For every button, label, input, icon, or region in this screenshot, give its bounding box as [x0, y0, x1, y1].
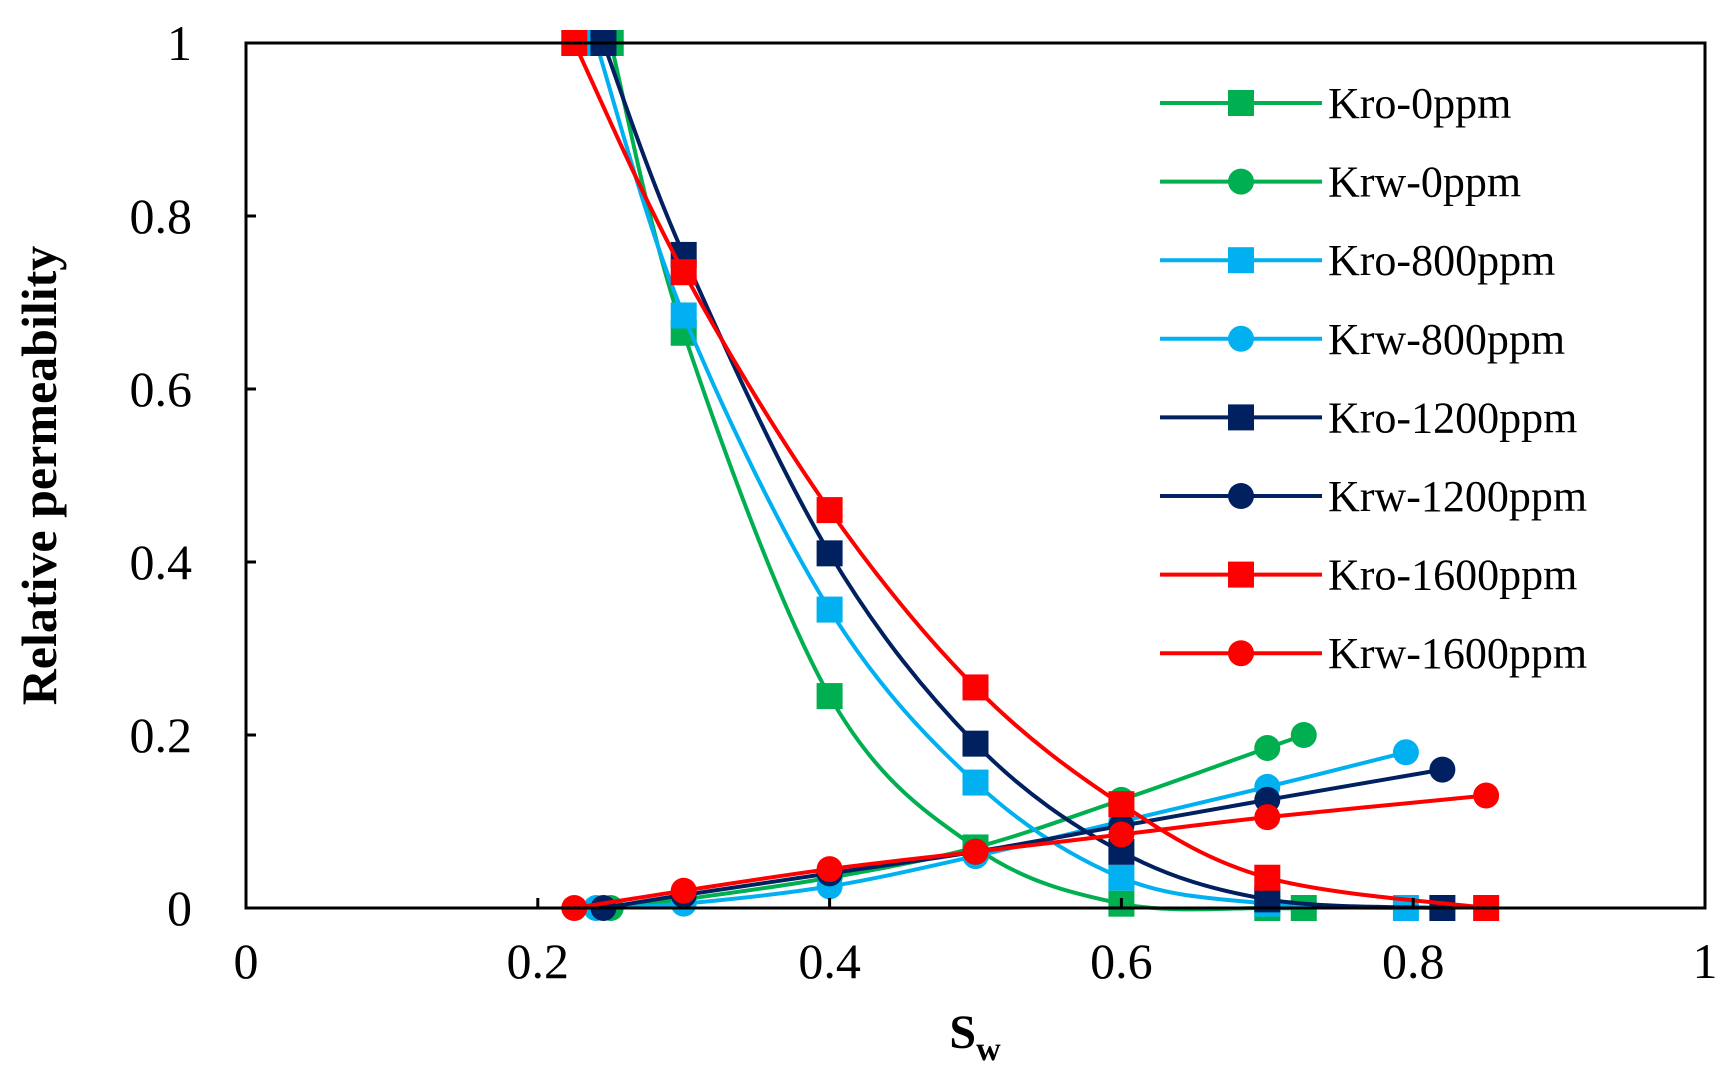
x-tick-label: 0.4 [798, 933, 861, 989]
legend-item-krw-0ppm: Krw-0ppm [1160, 158, 1521, 207]
data-point-kro-800ppm [816, 596, 843, 623]
series-kro-800ppm [583, 30, 1419, 921]
legend-marker [1228, 247, 1254, 274]
data-point-krw-1200ppm [1429, 756, 1456, 783]
data-point-krw-0ppm [1254, 734, 1281, 761]
legend-marker [1228, 640, 1254, 667]
legend-item-kro-1200ppm: Kro-1200ppm [1160, 393, 1577, 442]
legend-label: Kro-0ppm [1328, 79, 1511, 128]
x-tick-label: 1 [1693, 933, 1718, 989]
x-tick-label: 0.2 [507, 933, 570, 989]
series-layer [561, 30, 1500, 921]
y-tick-label: 0.6 [130, 361, 193, 417]
legend-label: Krw-1600ppm [1328, 629, 1587, 678]
legend-marker [1228, 483, 1254, 509]
series-kro-0ppm [597, 30, 1317, 921]
legend-marker [1228, 168, 1254, 195]
data-point-kro-1200ppm [816, 540, 843, 567]
series-kro-1200ppm [590, 30, 1456, 921]
x-axis-label-subscript: w [976, 1031, 1001, 1068]
legend-item-kro-1600ppm: Kro-1600ppm [1160, 551, 1577, 600]
series-line-kro-0ppm [608, 42, 1304, 912]
data-point-kro-800ppm [1108, 864, 1135, 891]
y-tick-label: 0.8 [130, 188, 193, 244]
legend-label: Kro-1600ppm [1328, 551, 1577, 600]
legend-label: Krw-1200ppm [1328, 472, 1587, 521]
plot-area-frame [244, 41, 1707, 910]
data-point-kro-800ppm [670, 302, 697, 329]
data-point-kro-0ppm [816, 683, 843, 710]
series-krw-1600ppm [561, 782, 1500, 921]
y-tick-label: 1 [167, 15, 192, 71]
legend-label: Krw-800ppm [1328, 315, 1565, 364]
x-tick-label: 0.8 [1382, 933, 1445, 989]
data-point-kro-800ppm [962, 769, 989, 796]
data-point-kro-1600ppm [962, 674, 989, 701]
legend-marker [1228, 325, 1254, 352]
data-point-krw-1600ppm [1108, 821, 1135, 848]
legend-label: Kro-1200ppm [1328, 393, 1577, 442]
data-point-krw-1600ppm [962, 838, 989, 865]
legend-item-krw-1200ppm: Krw-1200ppm [1160, 472, 1587, 521]
legend-marker [1228, 404, 1254, 431]
series-line-kro-800ppm [594, 42, 1406, 910]
legend: Kro-0ppm Krw-0ppm Kro-800ppm Krw-800ppm Kro-… [1160, 79, 1587, 678]
x-axis-label-main: S [949, 1006, 976, 1059]
data-point-krw-1600ppm [1473, 782, 1500, 809]
legend-label: Kro-800ppm [1328, 236, 1555, 285]
data-point-krw-1600ppm [816, 856, 843, 883]
legend-item-kro-800ppm: Kro-800ppm [1160, 236, 1555, 285]
data-point-kro-1600ppm [816, 497, 843, 524]
legend-item-krw-800ppm: Krw-800ppm [1160, 315, 1565, 364]
data-point-kro-1200ppm [962, 730, 989, 757]
y-axis-label: Relative permeability [11, 246, 67, 706]
data-point-krw-1600ppm [670, 877, 697, 904]
legend-marker [1228, 90, 1254, 116]
x-tick-label: 0.6 [1090, 933, 1153, 989]
axis-ticks: 0 0.2 0.4 0.6 0.8 1 0 0.2 0.4 0.6 0.8 1 [130, 15, 1718, 989]
legend-label: Krw-0ppm [1328, 158, 1521, 207]
x-tick-label: 0 [234, 933, 259, 989]
legend-marker [1228, 561, 1254, 588]
legend-item-kro-0ppm: Kro-0ppm [1160, 79, 1511, 128]
legend-item-krw-1600ppm: Krw-1600ppm [1160, 629, 1587, 678]
data-point-krw-1600ppm [1254, 804, 1281, 831]
data-point-krw-800ppm [1392, 739, 1419, 766]
data-point-kro-1600ppm [1108, 791, 1135, 818]
series-line-kro-1200ppm [601, 42, 1443, 910]
y-tick-label: 0.4 [130, 534, 193, 590]
data-point-kro-1600ppm [670, 259, 697, 286]
data-point-krw-0ppm [1290, 722, 1317, 748]
data-point-kro-1600ppm [1254, 864, 1281, 891]
y-tick-label: 0 [167, 880, 192, 936]
x-axis-label: Sw [949, 1006, 1001, 1068]
y-tick-label: 0.2 [130, 707, 193, 763]
